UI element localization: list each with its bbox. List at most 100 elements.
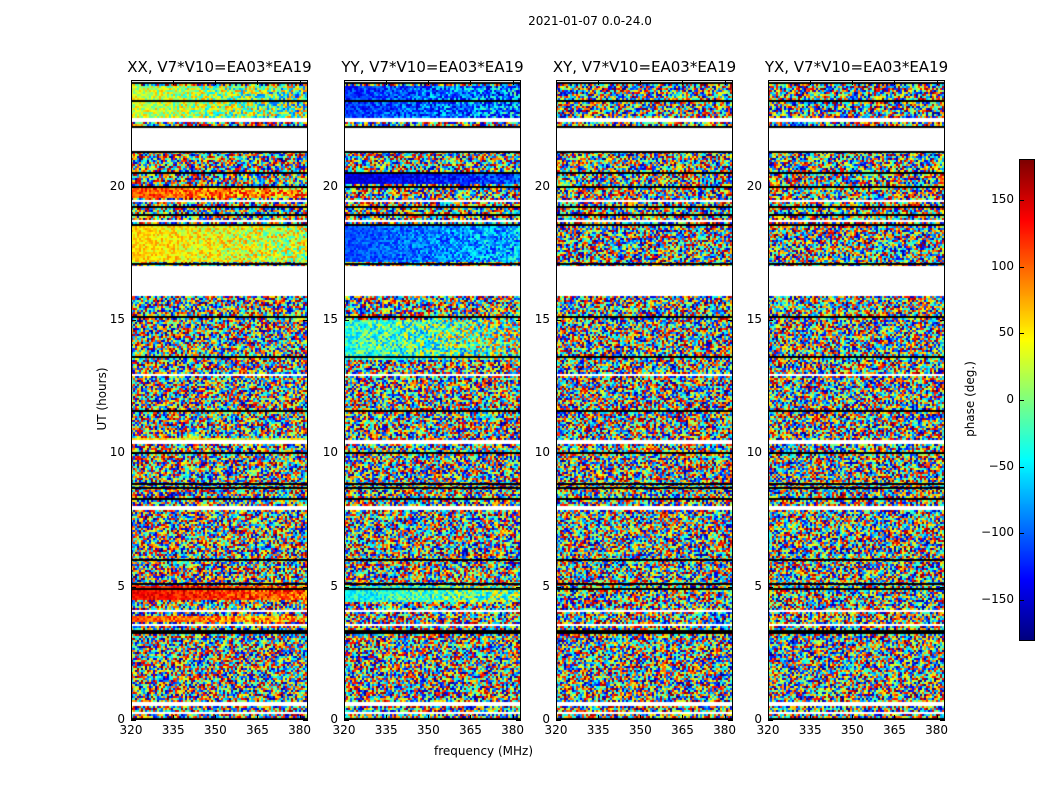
colorbar-tick-label: −50 <box>988 458 1014 473</box>
x-tick-mark <box>598 80 600 85</box>
colorbar-tick-mark <box>1020 533 1024 535</box>
x-tick-mark <box>215 80 217 85</box>
subplot-title: XX, V7*V10=EA03*EA19 <box>127 58 312 76</box>
x-tick-mark <box>894 80 896 85</box>
x-tick-mark <box>344 715 345 720</box>
y-tick-mark <box>516 320 521 321</box>
y-tick-mark <box>131 586 136 588</box>
subplot-panel: YY, V7*V10=EA03*EA19 320 335 350 365 380 0 5 10 1… <box>323 58 524 737</box>
y-tick-mark <box>940 453 945 455</box>
y-tick-label: 20 <box>109 178 125 193</box>
x-tick-label: 350 <box>203 723 227 737</box>
y-tick-mark <box>344 720 349 721</box>
y-tick-label: 20 <box>322 178 338 193</box>
x-tick-mark <box>640 715 642 720</box>
y-tick-label: 20 <box>534 178 550 193</box>
phase-waterfall-heatmap <box>556 80 733 720</box>
x-tick-label: 380 <box>501 723 525 737</box>
y-tick-mark <box>131 320 136 321</box>
phase-waterfall-heatmap <box>768 80 945 720</box>
x-tick-label: 320 <box>332 723 356 737</box>
y-tick-mark <box>768 453 773 455</box>
y-tick-mark <box>344 586 349 588</box>
figure-title: 2021-01-07 0.0-24.0 <box>528 14 652 28</box>
y-tick-label: 0 <box>754 712 762 726</box>
y-tick-label: 5 <box>754 578 762 593</box>
subplot-title: YX, V7*V10=EA03*EA19 <box>764 58 949 76</box>
x-tick-mark <box>428 80 430 85</box>
x-tick-mark <box>257 80 259 85</box>
y-tick-mark <box>940 586 945 588</box>
y-tick-mark <box>344 320 349 321</box>
y-tick-mark <box>556 186 561 188</box>
colorbar-tick-label: −100 <box>981 525 1014 540</box>
y-tick-mark <box>303 320 308 321</box>
x-tick-mark <box>512 80 514 85</box>
y-tick-mark <box>131 453 136 455</box>
y-tick-mark <box>303 186 308 188</box>
x-tick-label: 335 <box>586 723 610 737</box>
subplot-panel: XX, V7*V10=EA03*EA19 320 335 350 365 380 0 5 10 1… <box>110 58 312 737</box>
x-tick-mark <box>810 80 812 85</box>
y-tick-mark <box>344 453 349 455</box>
colorbar-tick-label: 0 <box>1006 392 1014 406</box>
colorbar-tick-label: 50 <box>998 325 1014 340</box>
phase-waterfall-heatmap <box>131 80 308 720</box>
x-tick-mark <box>428 715 430 720</box>
colorbar-tick-label: 150 <box>991 192 1014 206</box>
x-tick-label: 380 <box>925 723 949 737</box>
x-tick-mark <box>556 80 557 85</box>
y-tick-label: 5 <box>542 578 550 593</box>
y-tick-label: 15 <box>534 312 550 326</box>
x-tick-label: 335 <box>161 723 185 737</box>
x-tick-label: 365 <box>670 723 694 737</box>
y-axis-label: UT (hours) <box>95 367 109 431</box>
y-tick-mark <box>728 586 733 588</box>
x-tick-mark <box>640 80 642 85</box>
x-tick-label: 350 <box>628 723 652 737</box>
x-tick-label: 380 <box>288 723 312 737</box>
y-tick-mark <box>303 586 308 588</box>
x-tick-mark <box>936 80 938 85</box>
y-tick-label: 0 <box>117 712 125 726</box>
x-tick-mark <box>470 715 472 720</box>
y-tick-label: 20 <box>746 178 762 193</box>
x-tick-mark <box>131 80 132 85</box>
x-tick-mark <box>173 80 175 85</box>
x-tick-mark <box>556 715 557 720</box>
y-tick-mark <box>556 586 561 588</box>
colorbar-tick-label: 100 <box>991 258 1014 273</box>
x-tick-mark <box>386 80 388 85</box>
x-tick-mark <box>386 715 388 720</box>
y-tick-mark <box>516 453 521 455</box>
y-tick-mark <box>516 186 521 188</box>
y-tick-label: 10 <box>534 445 550 460</box>
x-tick-label: 320 <box>544 723 568 737</box>
x-tick-mark <box>299 715 301 720</box>
y-tick-label: 5 <box>330 578 338 593</box>
y-tick-mark <box>728 186 733 188</box>
x-tick-label: 335 <box>798 723 822 737</box>
x-tick-mark <box>682 80 684 85</box>
x-tick-label: 335 <box>374 723 398 737</box>
x-tick-mark <box>682 715 684 720</box>
phase-waterfall-heatmap <box>344 80 521 720</box>
colorbar-tick-mark <box>1020 333 1024 335</box>
y-tick-label: 10 <box>109 445 125 460</box>
y-tick-label: 15 <box>109 312 125 326</box>
x-tick-mark <box>894 715 896 720</box>
x-tick-mark <box>724 80 726 85</box>
y-tick-mark <box>303 720 308 721</box>
x-tick-mark <box>936 715 938 720</box>
y-tick-mark <box>556 320 561 321</box>
subplot-panel: YX, V7*V10=EA03*EA19 320 335 350 365 380 0 5 10 1… <box>747 58 948 737</box>
y-tick-mark <box>516 720 521 721</box>
y-tick-label: 10 <box>322 445 338 460</box>
x-tick-label: 365 <box>458 723 482 737</box>
x-tick-label: 365 <box>245 723 269 737</box>
subplot-panel: XY, V7*V10=EA03*EA19 320 335 350 365 380 0 5 10 1… <box>535 58 736 737</box>
y-tick-mark <box>728 720 733 721</box>
y-tick-label: 15 <box>746 312 762 326</box>
colorbar-tick-mark <box>1020 600 1024 601</box>
